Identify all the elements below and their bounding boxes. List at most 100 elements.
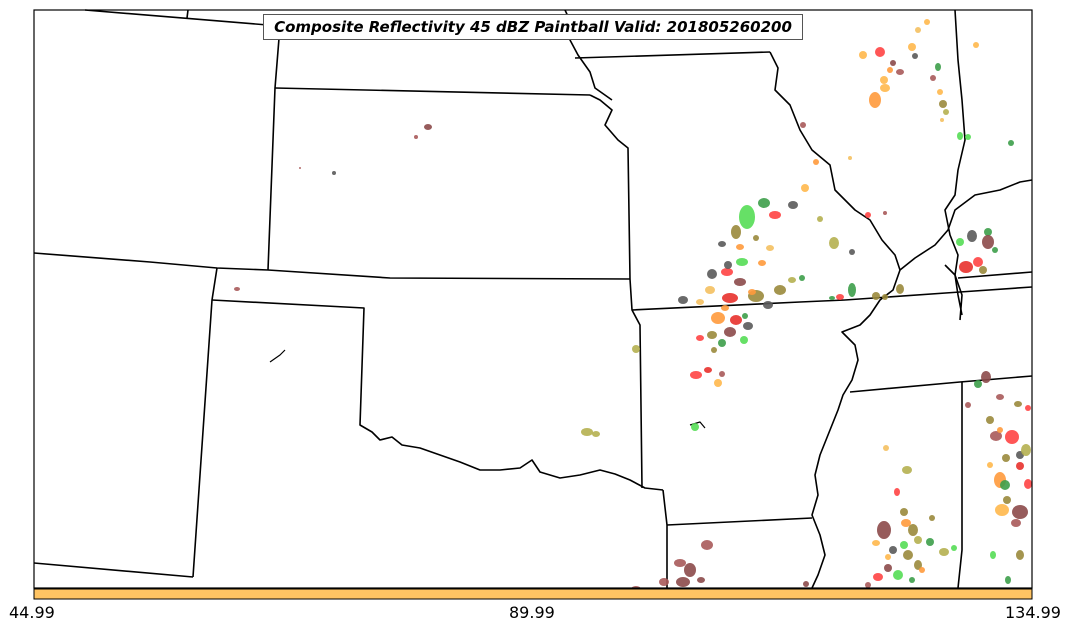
reflectivity-blob <box>896 69 904 75</box>
reflectivity-blob <box>865 212 871 218</box>
reflectivity-blob <box>919 567 925 573</box>
reflectivity-blob <box>872 540 880 546</box>
reflectivity-blob <box>882 294 888 300</box>
reflectivity-blob <box>722 293 738 303</box>
reflectivity-blob <box>721 268 733 276</box>
reflectivity-blob <box>701 540 713 550</box>
reflectivity-blob <box>967 230 977 242</box>
reflectivity-blob <box>929 515 935 521</box>
reflectivity-blob <box>981 371 991 383</box>
reflectivity-blob <box>890 60 896 66</box>
reflectivity-blob <box>875 47 885 57</box>
reflectivity-blob <box>592 431 600 437</box>
reflectivity-blob <box>914 536 922 544</box>
ohio-river <box>899 179 1033 271</box>
reflectivity-blob <box>711 312 725 324</box>
reflectivity-blob <box>769 211 781 219</box>
reflectivity-blob <box>901 519 911 527</box>
reflectivity-blob <box>1012 505 1028 519</box>
reflectivity-blob <box>939 100 947 108</box>
reflectivity-blob <box>935 63 941 71</box>
reflectivity-blob <box>763 301 773 309</box>
reflectivity-blob <box>691 423 699 431</box>
reflectivity-blob <box>332 171 336 175</box>
small-lake <box>269 349 286 363</box>
reflectivity-blob <box>1011 519 1021 527</box>
tn-south-border <box>849 375 1033 393</box>
reflectivity-paintballs <box>234 19 1032 592</box>
reflectivity-blob <box>908 43 916 51</box>
reflectivity-blob <box>1024 479 1032 489</box>
map-border <box>33 9 1033 589</box>
reflectivity-blob <box>872 292 880 300</box>
reflectivity-blob <box>885 554 891 560</box>
reflectivity-blob <box>714 379 722 387</box>
reflectivity-blob <box>926 538 934 546</box>
reflectivity-blob <box>896 284 904 294</box>
reflectivity-blob <box>800 122 806 128</box>
reflectivity-blob <box>1005 576 1011 584</box>
reflectivity-blob <box>883 445 889 451</box>
reflectivity-blob <box>912 53 918 59</box>
reflectivity-blob <box>848 283 856 297</box>
reflectivity-blob <box>902 466 912 474</box>
reflectivity-blob <box>893 570 903 580</box>
reflectivity-blob <box>984 228 992 236</box>
reflectivity-blob <box>869 92 881 108</box>
reflectivity-blob <box>676 577 690 587</box>
reflectivity-blob <box>801 184 809 192</box>
reflectivity-blob <box>718 339 726 347</box>
reflectivity-blob <box>707 331 717 339</box>
reflectivity-blob <box>1021 444 1031 456</box>
reflectivity-blob <box>424 124 432 130</box>
reflectivity-blob <box>799 275 805 281</box>
ks-south-border <box>267 269 631 280</box>
reflectivity-blob <box>748 289 756 295</box>
reflectivity-blob <box>884 564 892 572</box>
co-south-border <box>33 562 194 578</box>
reflectivity-blob <box>959 261 973 273</box>
reflectivity-blob <box>734 278 746 286</box>
reflectivity-blob <box>299 167 301 169</box>
reflectivity-blob <box>1025 405 1031 411</box>
reflectivity-blob <box>697 577 705 583</box>
reflectivity-blob <box>696 299 704 305</box>
reflectivity-blob <box>674 559 686 567</box>
reflectivity-blob <box>943 109 949 115</box>
reflectivity-blob <box>581 428 593 436</box>
tn-north2 <box>957 271 1033 279</box>
reflectivity-blob <box>659 578 669 586</box>
reflectivity-blob <box>705 286 715 294</box>
colorbar-tick-mid: 89.99 <box>509 603 555 622</box>
reflectivity-blob <box>740 336 748 344</box>
reflectivity-blob <box>996 394 1004 400</box>
reflectivity-blob <box>721 305 729 311</box>
reflectivity-blob <box>848 156 852 160</box>
reflectivity-blob <box>979 266 987 274</box>
reflectivity-blob <box>803 581 809 587</box>
reflectivity-blob <box>743 322 753 330</box>
reflectivity-blob <box>234 287 240 291</box>
reflectivity-blob <box>894 488 900 496</box>
reflectivity-blob <box>758 198 770 208</box>
reflectivity-blob <box>719 371 725 377</box>
reflectivity-blob <box>690 371 702 379</box>
reflectivity-blob <box>982 235 994 249</box>
reflectivity-blob <box>1016 550 1024 560</box>
reflectivity-blob <box>742 313 748 319</box>
reflectivity-blob <box>632 345 640 353</box>
reflectivity-blob <box>903 550 913 560</box>
reflectivity-blob <box>718 241 726 247</box>
reflectivity-blob <box>1003 496 1011 504</box>
reflectivity-blob <box>724 327 736 337</box>
reflectivity-blob <box>739 205 755 229</box>
mo-ar-border <box>631 299 846 311</box>
reflectivity-blob <box>880 84 890 92</box>
ia-mo-border <box>574 51 771 59</box>
reflectivity-blob <box>973 257 983 267</box>
colorbar-tick-max: 134.99 <box>1005 603 1061 622</box>
reflectivity-blob <box>957 132 963 140</box>
reflectivity-blob <box>849 249 855 255</box>
ok-panhandle <box>211 299 664 491</box>
reflectivity-blob <box>1002 454 1010 462</box>
